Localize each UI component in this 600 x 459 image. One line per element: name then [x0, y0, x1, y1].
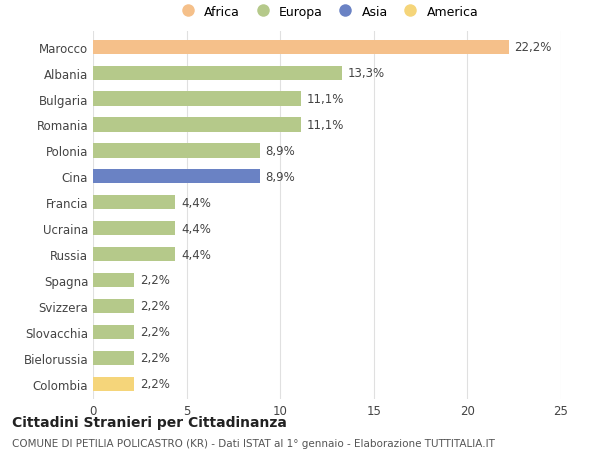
Bar: [93, 196, 175, 210]
Legend: Africa, Europa, Asia, America: Africa, Europa, Asia, America: [172, 2, 482, 22]
Bar: [93, 67, 342, 81]
Bar: [93, 351, 134, 365]
Text: 4,4%: 4,4%: [181, 222, 211, 235]
Bar: [93, 222, 175, 236]
Bar: [93, 144, 260, 158]
Bar: [93, 92, 301, 106]
Text: Cittadini Stranieri per Cittadinanza: Cittadini Stranieri per Cittadinanza: [12, 415, 287, 429]
Text: 13,3%: 13,3%: [347, 67, 385, 80]
Text: 22,2%: 22,2%: [514, 41, 551, 54]
Text: 2,2%: 2,2%: [140, 300, 170, 313]
Text: 8,9%: 8,9%: [265, 170, 295, 184]
Bar: [93, 40, 509, 55]
Text: 2,2%: 2,2%: [140, 325, 170, 339]
Bar: [93, 118, 301, 132]
Bar: [93, 170, 260, 184]
Bar: [93, 247, 175, 262]
Text: 11,1%: 11,1%: [307, 119, 344, 132]
Text: 4,4%: 4,4%: [181, 248, 211, 261]
Bar: [93, 377, 134, 391]
Bar: [93, 273, 134, 287]
Text: 2,2%: 2,2%: [140, 352, 170, 364]
Bar: [93, 325, 134, 339]
Text: 2,2%: 2,2%: [140, 377, 170, 390]
Text: COMUNE DI PETILIA POLICASTRO (KR) - Dati ISTAT al 1° gennaio - Elaborazione TUTT: COMUNE DI PETILIA POLICASTRO (KR) - Dati…: [12, 438, 495, 448]
Text: 11,1%: 11,1%: [307, 93, 344, 106]
Bar: [93, 299, 134, 313]
Text: 2,2%: 2,2%: [140, 274, 170, 287]
Text: 4,4%: 4,4%: [181, 196, 211, 209]
Text: 8,9%: 8,9%: [265, 145, 295, 157]
